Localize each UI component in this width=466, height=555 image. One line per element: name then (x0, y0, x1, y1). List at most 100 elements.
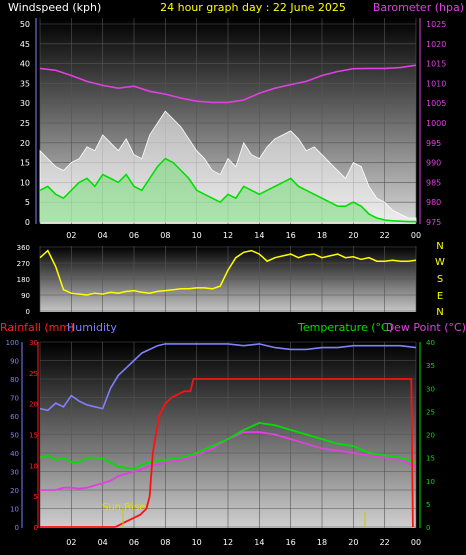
barometer-tick-label: 1020 (426, 40, 446, 49)
temperature-tick-label: 10 (426, 478, 435, 486)
barometer-tick-label: 980 (426, 198, 441, 207)
direction-tick-label: 90 (21, 292, 30, 300)
barometer-axis-title: Barometer (hpa) (373, 1, 464, 14)
windspeed-axis-title: Windspeed (kph) (8, 1, 101, 14)
sunrise-label: Sun Rise (102, 502, 145, 513)
barometer-tick-label: 995 (426, 139, 441, 148)
rainfall-tick-label: 20 (29, 401, 38, 409)
humidity-tick-label: 80 (10, 376, 19, 384)
rainfall-tick-label: 25 (29, 370, 38, 378)
average-wind-line (39, 157, 416, 223)
x-tick-label: 06 (129, 231, 139, 240)
temperature-line (39, 421, 417, 471)
barometer-line (39, 64, 417, 104)
barometer-tick-label: 985 (426, 178, 441, 187)
windspeed-tick-label: 45 (20, 40, 30, 49)
barometer-tick-label: 1000 (426, 119, 446, 128)
humidity-tick-label: 30 (10, 469, 19, 477)
x-tick-label: 22 (380, 231, 390, 240)
x-tick-label: 22 (380, 538, 390, 547)
rainfall-tick-label: 0 (34, 524, 38, 532)
x-tick-label: 16 (286, 231, 296, 240)
windspeed-tick-label: 40 (20, 60, 30, 69)
windspeed-tick-label: 10 (20, 178, 30, 187)
humidity-tick-label: 0 (15, 524, 19, 532)
average-area (40, 158, 416, 222)
direction-tick-label: 270 (17, 260, 30, 268)
x-tick-label: 20 (348, 538, 358, 547)
temperature-tick-label: 25 (426, 408, 435, 416)
barometer-tick-label: 1025 (426, 20, 446, 29)
dew-point-axis-title: Dew Point (°C) (386, 321, 466, 334)
windspeed-tick-label: 30 (20, 99, 30, 108)
temperature-tick-label: 40 (426, 339, 435, 347)
x-tick-label: 10 (192, 538, 202, 547)
rainfall-tick-label: 5 (34, 493, 38, 501)
temperature-tick-label: 5 (426, 501, 430, 509)
barometer-tick-label: 1005 (426, 99, 446, 108)
x-tick-label: 04 (98, 231, 108, 240)
compass-label: N (436, 307, 443, 318)
x-tick-label: 12 (223, 231, 233, 240)
barometer-tick-label: 990 (426, 159, 441, 168)
humidity-tick-label: 50 (10, 432, 19, 440)
windspeed-tick-label: 15 (20, 159, 30, 168)
windspeed-tick-label: 5 (25, 198, 30, 207)
direction-tick-label: 360 (17, 244, 30, 252)
direction-tick-label: 0 (26, 308, 30, 316)
humidity-tick-label: 20 (10, 487, 19, 495)
barometer-tick-label: 1010 (426, 79, 446, 88)
humidity-tick-label: 100 (6, 339, 19, 347)
chart-title: 24 hour graph day : 22 June 2025 (160, 1, 346, 14)
x-tick-label: 08 (160, 231, 170, 240)
rainfall-line (40, 378, 414, 528)
x-tick-label: 14 (254, 538, 264, 547)
x-tick-label: 14 (254, 231, 264, 240)
x-tick-label: 12 (223, 538, 233, 547)
x-tick-label: 16 (286, 538, 296, 547)
x-tick-label: 02 (66, 538, 76, 547)
direction-panel-grid (39, 246, 417, 312)
humidity-tick-label: 40 (10, 450, 19, 458)
x-tick-label: 08 (160, 538, 170, 547)
temperature-tick-label: 20 (426, 432, 435, 440)
humidity-tick-label: 60 (10, 413, 19, 421)
temperature-tick-label: 30 (426, 385, 435, 393)
humidity-tick-label: 70 (10, 395, 19, 403)
temperature-axis-title: Temperature (°C) (297, 321, 393, 334)
x-tick-label: 06 (129, 538, 139, 547)
temperature-tick-label: 35 (426, 362, 435, 370)
windspeed-tick-label: 50 (20, 20, 30, 29)
compass-label: N (436, 241, 443, 252)
x-tick-label: 10 (192, 231, 202, 240)
direction-tick-label: 180 (17, 276, 30, 284)
barometer-tick-label: 1015 (426, 60, 446, 69)
humidity-axis-title: Humidity (67, 321, 117, 334)
humidity-line (39, 343, 417, 412)
compass-label: E (437, 291, 443, 302)
humidity-tick-label: 90 (10, 358, 19, 366)
wind-direction-line (39, 249, 417, 296)
temperature-tick-label: 0 (426, 524, 430, 532)
compass-label: S (437, 274, 443, 285)
temp-panel-grid (39, 341, 417, 528)
x-tick-label: 00 (411, 231, 421, 240)
windspeed-tick-label: 20 (20, 139, 30, 148)
dew-point-line (40, 431, 417, 491)
rainfall-tick-label: 10 (29, 462, 38, 470)
windspeed-tick-label: 0 (25, 218, 30, 227)
x-tick-label: 20 (348, 231, 358, 240)
rainfall-tick-label: 30 (29, 339, 38, 347)
barometer-tick-label: 975 (426, 218, 441, 227)
x-tick-label: 00 (411, 538, 421, 547)
windspeed-tick-label: 25 (20, 119, 30, 128)
humidity-tick-label: 10 (10, 506, 19, 514)
compass-label: W (435, 257, 445, 268)
windspeed-tick-label: 35 (20, 79, 30, 88)
x-tick-label: 02 (66, 231, 76, 240)
rainfall-tick-label: 15 (29, 432, 38, 440)
temperature-tick-label: 15 (426, 455, 435, 463)
x-tick-label: 18 (317, 538, 327, 547)
x-tick-label: 18 (317, 231, 327, 240)
